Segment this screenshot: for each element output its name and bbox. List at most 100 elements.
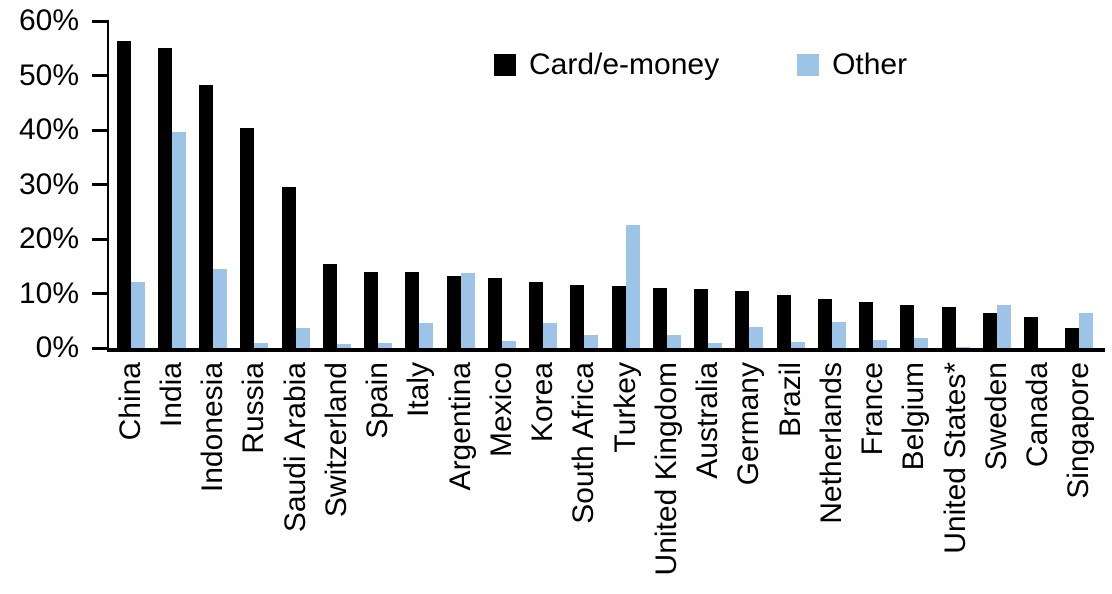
x-axis-label-cell: Spain xyxy=(358,362,399,594)
bar-card-e-money xyxy=(694,289,709,348)
bar-card-e-money xyxy=(1065,327,1080,348)
x-axis-label-cell: Russia xyxy=(234,362,275,594)
y-axis-tick xyxy=(92,19,108,23)
x-axis-label: Saudi Arabia xyxy=(278,362,312,533)
bar-card-e-money xyxy=(322,264,337,348)
bar-other xyxy=(790,342,805,348)
x-axis-label: India xyxy=(154,362,188,428)
x-axis-label-cell: Germany xyxy=(729,362,770,594)
bar-group xyxy=(481,21,522,348)
x-axis-label-cell: Korea xyxy=(523,362,564,594)
y-axis-tick xyxy=(92,237,108,241)
plot-area xyxy=(110,21,1100,348)
bar-other xyxy=(171,131,186,348)
bar-other xyxy=(336,344,351,348)
bar-card-e-money xyxy=(776,294,791,348)
x-axis-label-cell: Italy xyxy=(399,362,440,594)
x-axis-label-cell: Netherlands xyxy=(811,362,852,594)
x-axis-label: Netherlands xyxy=(814,362,848,524)
bar-group xyxy=(151,21,192,348)
y-axis-label: 40% xyxy=(18,113,79,146)
x-axis-label: China xyxy=(113,362,147,441)
x-axis-label: South Africa xyxy=(567,362,601,524)
legend-item-other: Other xyxy=(797,48,907,82)
x-axis-label: Russia xyxy=(237,362,271,454)
bar-other xyxy=(295,327,310,348)
bar-other xyxy=(873,340,888,348)
bar-other xyxy=(914,337,929,348)
x-axis-label-cell: Sweden xyxy=(976,362,1017,594)
y-axis-tick xyxy=(92,183,108,186)
bar-card-e-money xyxy=(199,85,214,348)
x-axis-label: Indonesia xyxy=(196,362,230,493)
bar-card-e-money xyxy=(240,127,255,348)
x-axis-label: Germany xyxy=(732,362,766,486)
x-axis-label-cell: China xyxy=(110,362,151,594)
bar-other xyxy=(708,343,723,348)
bar-other xyxy=(584,334,599,348)
bar-group xyxy=(853,21,894,348)
x-axis-label-cell: Turkey xyxy=(605,362,646,594)
bar-other xyxy=(419,323,434,348)
y-axis-tick xyxy=(92,292,108,295)
x-axis-label: Spain xyxy=(361,362,395,439)
bar-card-e-money xyxy=(157,48,172,348)
bar-card-e-money xyxy=(652,288,667,348)
x-axis-label: Sweden xyxy=(979,362,1013,471)
bar-card-e-money xyxy=(116,41,131,348)
legend-item-card-e-money: Card/e-money xyxy=(494,48,719,82)
bar-group xyxy=(564,21,605,348)
bar-card-e-money xyxy=(364,271,379,348)
y-axis-label: 60% xyxy=(18,4,79,37)
bar-card-e-money xyxy=(735,290,750,348)
x-axis: China India Indonesia Russia Saudi Arabia Swi… xyxy=(110,362,1100,594)
x-axis-label-cell: Brazil xyxy=(770,362,811,594)
bar-other xyxy=(625,225,640,348)
bar-card-e-money xyxy=(941,306,956,348)
bar-card-e-money xyxy=(859,301,874,348)
bar-card-e-money xyxy=(900,304,915,348)
bar-card-e-money xyxy=(487,278,502,348)
bar-group xyxy=(729,21,770,348)
x-axis-label: Brazil xyxy=(773,362,807,438)
bar-card-e-money xyxy=(570,284,585,348)
x-axis-label-cell: Belgium xyxy=(894,362,935,594)
y-axis-label: 0% xyxy=(35,331,79,364)
x-axis-label: Switzerland xyxy=(319,362,353,518)
x-axis-label: Italy xyxy=(402,362,436,418)
bar-group xyxy=(976,21,1017,348)
legend: Card/e-money Other xyxy=(494,48,907,82)
bar-group xyxy=(688,21,729,348)
bar-other xyxy=(831,322,846,348)
bar-card-e-money xyxy=(446,275,461,348)
bar-other xyxy=(543,323,558,348)
bar-group xyxy=(935,21,976,348)
y-axis-label: 30% xyxy=(18,167,79,201)
legend-swatch-card-e-money-icon xyxy=(494,54,516,76)
x-axis-label-cell: Indonesia xyxy=(193,362,234,594)
y-axis-tick xyxy=(92,346,108,350)
bar-group xyxy=(1059,21,1100,348)
bar-other xyxy=(501,340,516,348)
x-axis-label: Belgium xyxy=(897,362,931,471)
bar-other xyxy=(1079,312,1094,348)
x-axis-label-cell: Mexico xyxy=(481,362,522,594)
bar-other xyxy=(254,343,269,348)
bar-card-e-money xyxy=(611,285,626,348)
bar-other xyxy=(666,334,681,348)
bar-other xyxy=(378,342,393,348)
bar-other xyxy=(130,281,145,348)
y-axis-label: 10% xyxy=(18,276,79,310)
bar-card-e-money xyxy=(817,298,832,348)
legend-swatch-other-icon xyxy=(797,54,820,76)
x-axis-label: United States* xyxy=(938,362,972,554)
bar-group xyxy=(646,21,687,348)
x-axis-label-cell: Switzerland xyxy=(316,362,357,594)
x-axis-label: Australia xyxy=(691,362,725,479)
x-axis-label-cell: Saudi Arabia xyxy=(275,362,316,594)
x-axis-label: Korea xyxy=(526,362,560,443)
y-axis-tick xyxy=(92,128,108,132)
bar-group xyxy=(811,21,852,348)
y-axis-label: 20% xyxy=(18,222,79,255)
x-axis-label-cell: France xyxy=(853,362,894,594)
